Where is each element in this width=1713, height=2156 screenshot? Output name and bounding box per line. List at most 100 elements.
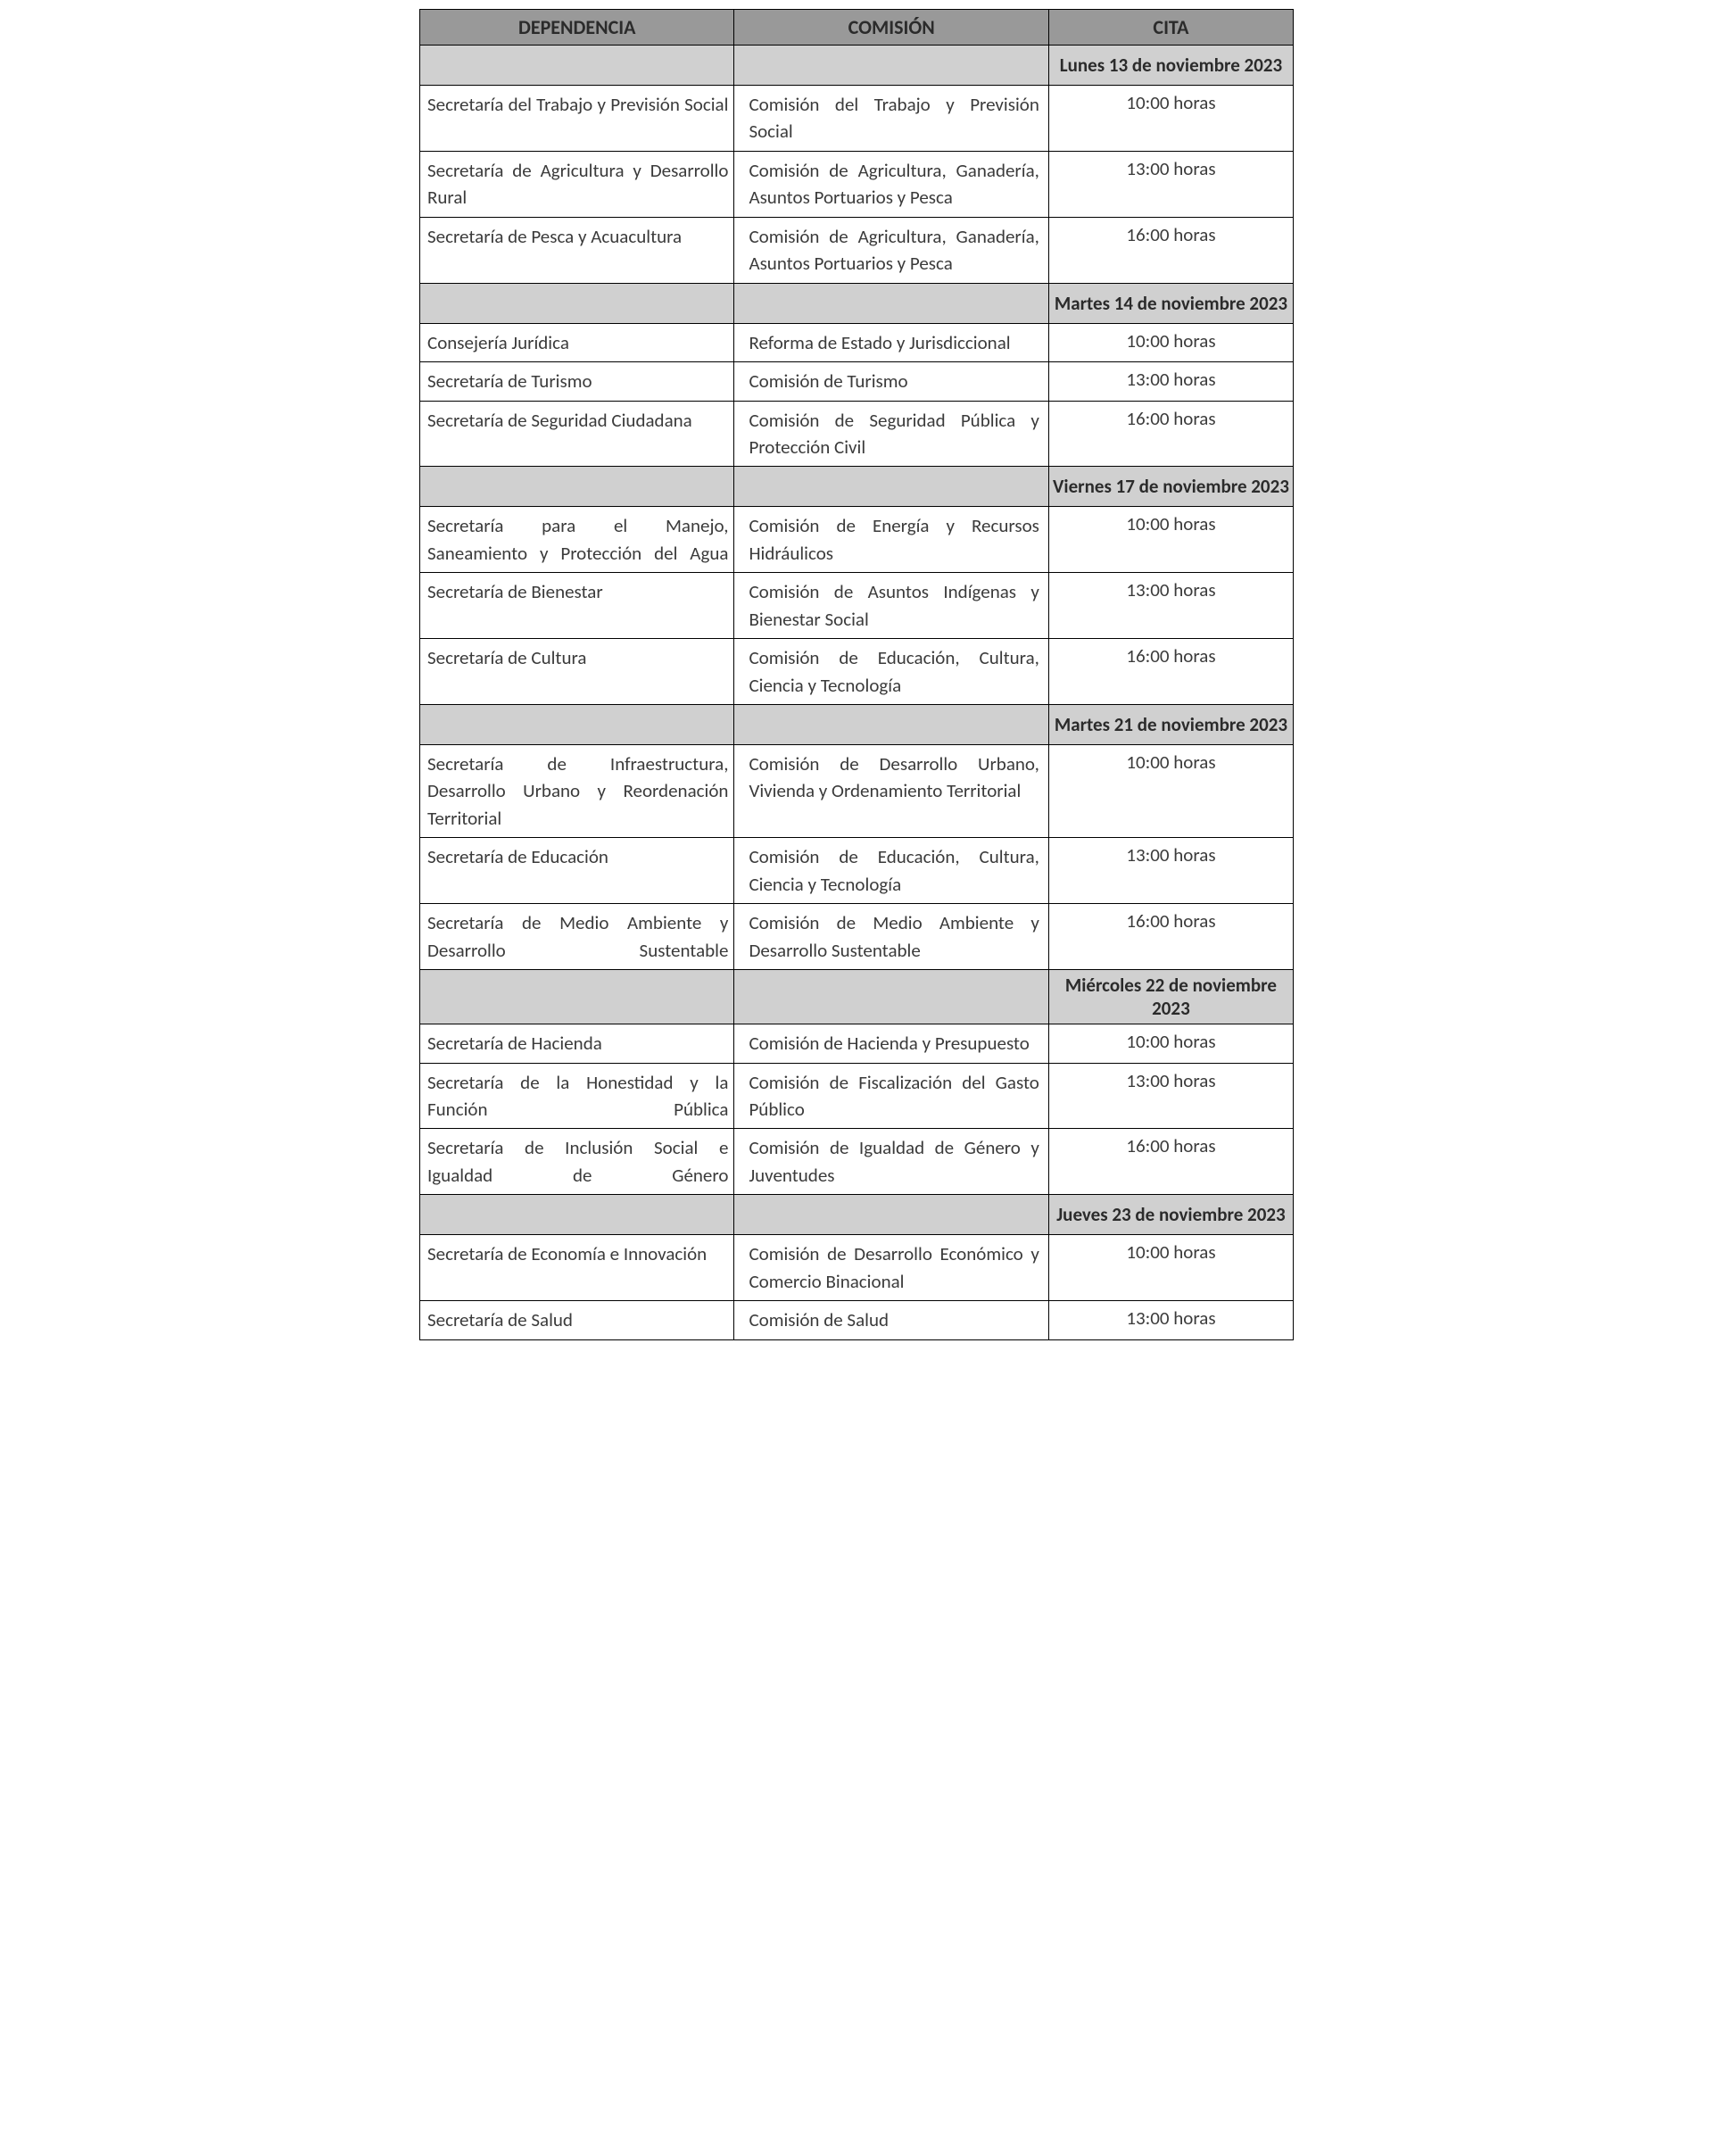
comision-line: Protección Civil — [749, 434, 1039, 460]
date-row-empty — [420, 1195, 734, 1235]
date-row: Miércoles 22 de noviembre 2023 — [420, 970, 1294, 1024]
comision-line: Público — [749, 1096, 1039, 1123]
cell-comision: Comisión de Hacienda y Presupuesto — [734, 1024, 1048, 1063]
comision-line: Desarrollo Sustentable — [749, 937, 1039, 964]
table-row: Secretaría de Pesca y Acuacultura Comisió… — [420, 217, 1294, 283]
cell-cita: 10:00 horas — [1048, 1235, 1293, 1301]
date-cell: Jueves 23 de noviembre 2023 — [1048, 1195, 1293, 1235]
cell-dependencia: Secretaría de Economía e Innovación — [420, 1235, 734, 1301]
table-row: Secretaría de Economía e InnovaciónComis… — [420, 1235, 1294, 1301]
table-row: Secretaría de SaludComisión de Salud13:0… — [420, 1301, 1294, 1339]
date-row: Martes 21 de noviembre 2023 — [420, 705, 1294, 745]
comision-line: Comisión de Fiscalización del Gasto — [749, 1069, 1039, 1096]
comision-line: Asuntos Portuarios y Pesca — [749, 250, 1039, 277]
comision-line: Comisión de Agricultura, Ganadería, — [749, 157, 1039, 184]
cell-cita: 13:00 horas — [1048, 838, 1293, 904]
cell-dependencia: Secretaría de Educación — [420, 838, 734, 904]
date-row-empty — [734, 705, 1048, 745]
date-row: Jueves 23 de noviembre 2023 — [420, 1195, 1294, 1235]
cell-dependencia: Secretaría de Pesca y Acuacultura — [420, 217, 734, 283]
cell-cita: 16:00 horas — [1048, 1129, 1293, 1195]
table-body: Lunes 13 de noviembre 2023 Secretaría del… — [420, 46, 1294, 1340]
cell-cita: 16:00 horas — [1048, 904, 1293, 970]
cell-cita: 13:00 horas — [1048, 362, 1293, 401]
date-row: Martes 14 de noviembre 2023 — [420, 283, 1294, 323]
cell-cita: 10:00 horas — [1048, 323, 1293, 361]
table-row: Secretaría de Medio Ambiente y Desarroll… — [420, 904, 1294, 970]
cell-comision: Comisión de Fiscalización del GastoPúbli… — [734, 1063, 1048, 1129]
table-row: Secretaría de BienestarComisión de Asunt… — [420, 573, 1294, 639]
cell-cita: 13:00 horas — [1048, 573, 1293, 639]
date-row-empty — [420, 970, 734, 1024]
date-row-empty — [734, 1195, 1048, 1235]
date-row-empty — [420, 283, 734, 323]
table-row: Secretaría de CulturaComisión de Educaci… — [420, 639, 1294, 705]
comision-line: Comisión de Seguridad Pública y — [749, 407, 1039, 434]
cell-dependencia: Secretaría de Hacienda — [420, 1024, 734, 1063]
cell-comision: Comisión de Desarrollo Urbano,Vivienda y… — [734, 745, 1048, 838]
table-head: DEPENDENCIA COMISIÓN CITA — [420, 10, 1294, 46]
cell-dependencia: Secretaría de Turismo — [420, 362, 734, 401]
table-row: Consejería JurídicaReforma de Estado y J… — [420, 323, 1294, 361]
comision-line: Comisión de Medio Ambiente y — [749, 909, 1039, 936]
header-dependencia: DEPENDENCIA — [420, 10, 734, 46]
date-row: Lunes 13 de noviembre 2023 — [420, 46, 1294, 86]
cell-comision: Comisión de Medio Ambiente yDesarrollo S… — [734, 904, 1048, 970]
date-row-empty — [420, 705, 734, 745]
table-row: Secretaría de EducaciónComisión de Educa… — [420, 838, 1294, 904]
comision-line: Comisión de Igualdad de Género y — [749, 1134, 1039, 1161]
page: DEPENDENCIA COMISIÓN CITA Lunes 13 de no… — [0, 0, 1713, 2156]
table-row: Secretaría de Inclusión Social e Igualda… — [420, 1129, 1294, 1195]
date-row: Viernes 17 de noviembre 2023 — [420, 467, 1294, 507]
date-cell: Miércoles 22 de noviembre 2023 — [1048, 970, 1293, 1024]
comision-line: Comercio Binacional — [749, 1268, 1039, 1295]
comision-line: Comisión de Agricultura, Ganadería, — [749, 223, 1039, 250]
table-row: Secretaría de TurismoComisión de Turismo… — [420, 362, 1294, 401]
date-row-empty — [734, 970, 1048, 1024]
cell-dependencia: Secretaría de Agricultura y Desarrollo R… — [420, 151, 734, 217]
cell-comision: Comisión de Educación, Cultura,Ciencia y… — [734, 838, 1048, 904]
header-cita: CITA — [1048, 10, 1293, 46]
comision-line: Comisión de Energía y Recursos — [749, 512, 1039, 539]
comision-line: Asuntos Portuarios y Pesca — [749, 184, 1039, 211]
cell-dependencia: Secretaría de la Honestidad y la Función… — [420, 1063, 734, 1129]
cell-comision: Comisión de Igualdad de Género yJuventud… — [734, 1129, 1048, 1195]
schedule-table: DEPENDENCIA COMISIÓN CITA Lunes 13 de no… — [419, 9, 1294, 1340]
header-row: DEPENDENCIA COMISIÓN CITA — [420, 10, 1294, 46]
cell-cita: 10:00 horas — [1048, 507, 1293, 573]
table-row: Secretaría de HaciendaComisión de Hacien… — [420, 1024, 1294, 1063]
cell-dependencia: Secretaría de Seguridad Ciudadana — [420, 401, 734, 467]
cell-comision: Comisión de Seguridad Pública yProtecció… — [734, 401, 1048, 467]
comision-line: Comisión de Desarrollo Urbano, — [749, 750, 1039, 777]
cell-cita: 13:00 horas — [1048, 151, 1293, 217]
table-row: Secretaría de la Honestidad y la Función… — [420, 1063, 1294, 1129]
table-row: Secretaría para el Manejo, Saneamiento y… — [420, 507, 1294, 573]
comision-line: Ciencia y Tecnología — [749, 672, 1039, 699]
cell-comision: Comisión de Desarrollo Económico yComerc… — [734, 1235, 1048, 1301]
date-row-empty — [420, 46, 734, 86]
cell-comision: Comisión de Turismo — [734, 362, 1048, 401]
cell-comision: Comisión de Asuntos Indígenas yBienestar… — [734, 573, 1048, 639]
comision-line: Comisión de Educación, Cultura, — [749, 843, 1039, 870]
cell-dependencia: Secretaría de Medio Ambiente y Desarroll… — [420, 904, 734, 970]
comision-line: Social — [749, 118, 1039, 145]
cell-cita: 13:00 horas — [1048, 1301, 1293, 1339]
date-cell: Martes 14 de noviembre 2023 — [1048, 283, 1293, 323]
comision-line: Comisión de Asuntos Indígenas y — [749, 578, 1039, 605]
cell-dependencia: Secretaría de Infraestructura, Desarroll… — [420, 745, 734, 838]
cell-cita: 10:00 horas — [1048, 1024, 1293, 1063]
cell-dependencia: Secretaría del Trabajo y Previsión Socia… — [420, 86, 734, 152]
cell-cita: 10:00 horas — [1048, 86, 1293, 152]
cell-dependencia: Secretaría para el Manejo, Saneamiento y… — [420, 507, 734, 573]
table-row: Secretaría de Infraestructura, Desarroll… — [420, 745, 1294, 838]
cell-comision: Comisión de Educación, Cultura,Ciencia y… — [734, 639, 1048, 705]
date-row-empty — [734, 46, 1048, 86]
table-row: Secretaría de Seguridad CiudadanaComisió… — [420, 401, 1294, 467]
table-row: Secretaría del Trabajo y Previsión Socia… — [420, 86, 1294, 152]
cell-cita: 16:00 horas — [1048, 639, 1293, 705]
cell-dependencia: Secretaría de Salud — [420, 1301, 734, 1339]
comision-line: Comisión de Desarrollo Económico y — [749, 1240, 1039, 1267]
date-cell: Lunes 13 de noviembre 2023 — [1048, 46, 1293, 86]
comision-line: Juventudes — [749, 1162, 1039, 1189]
cell-comision: Comisión del Trabajo y PrevisiónSocial — [734, 86, 1048, 152]
